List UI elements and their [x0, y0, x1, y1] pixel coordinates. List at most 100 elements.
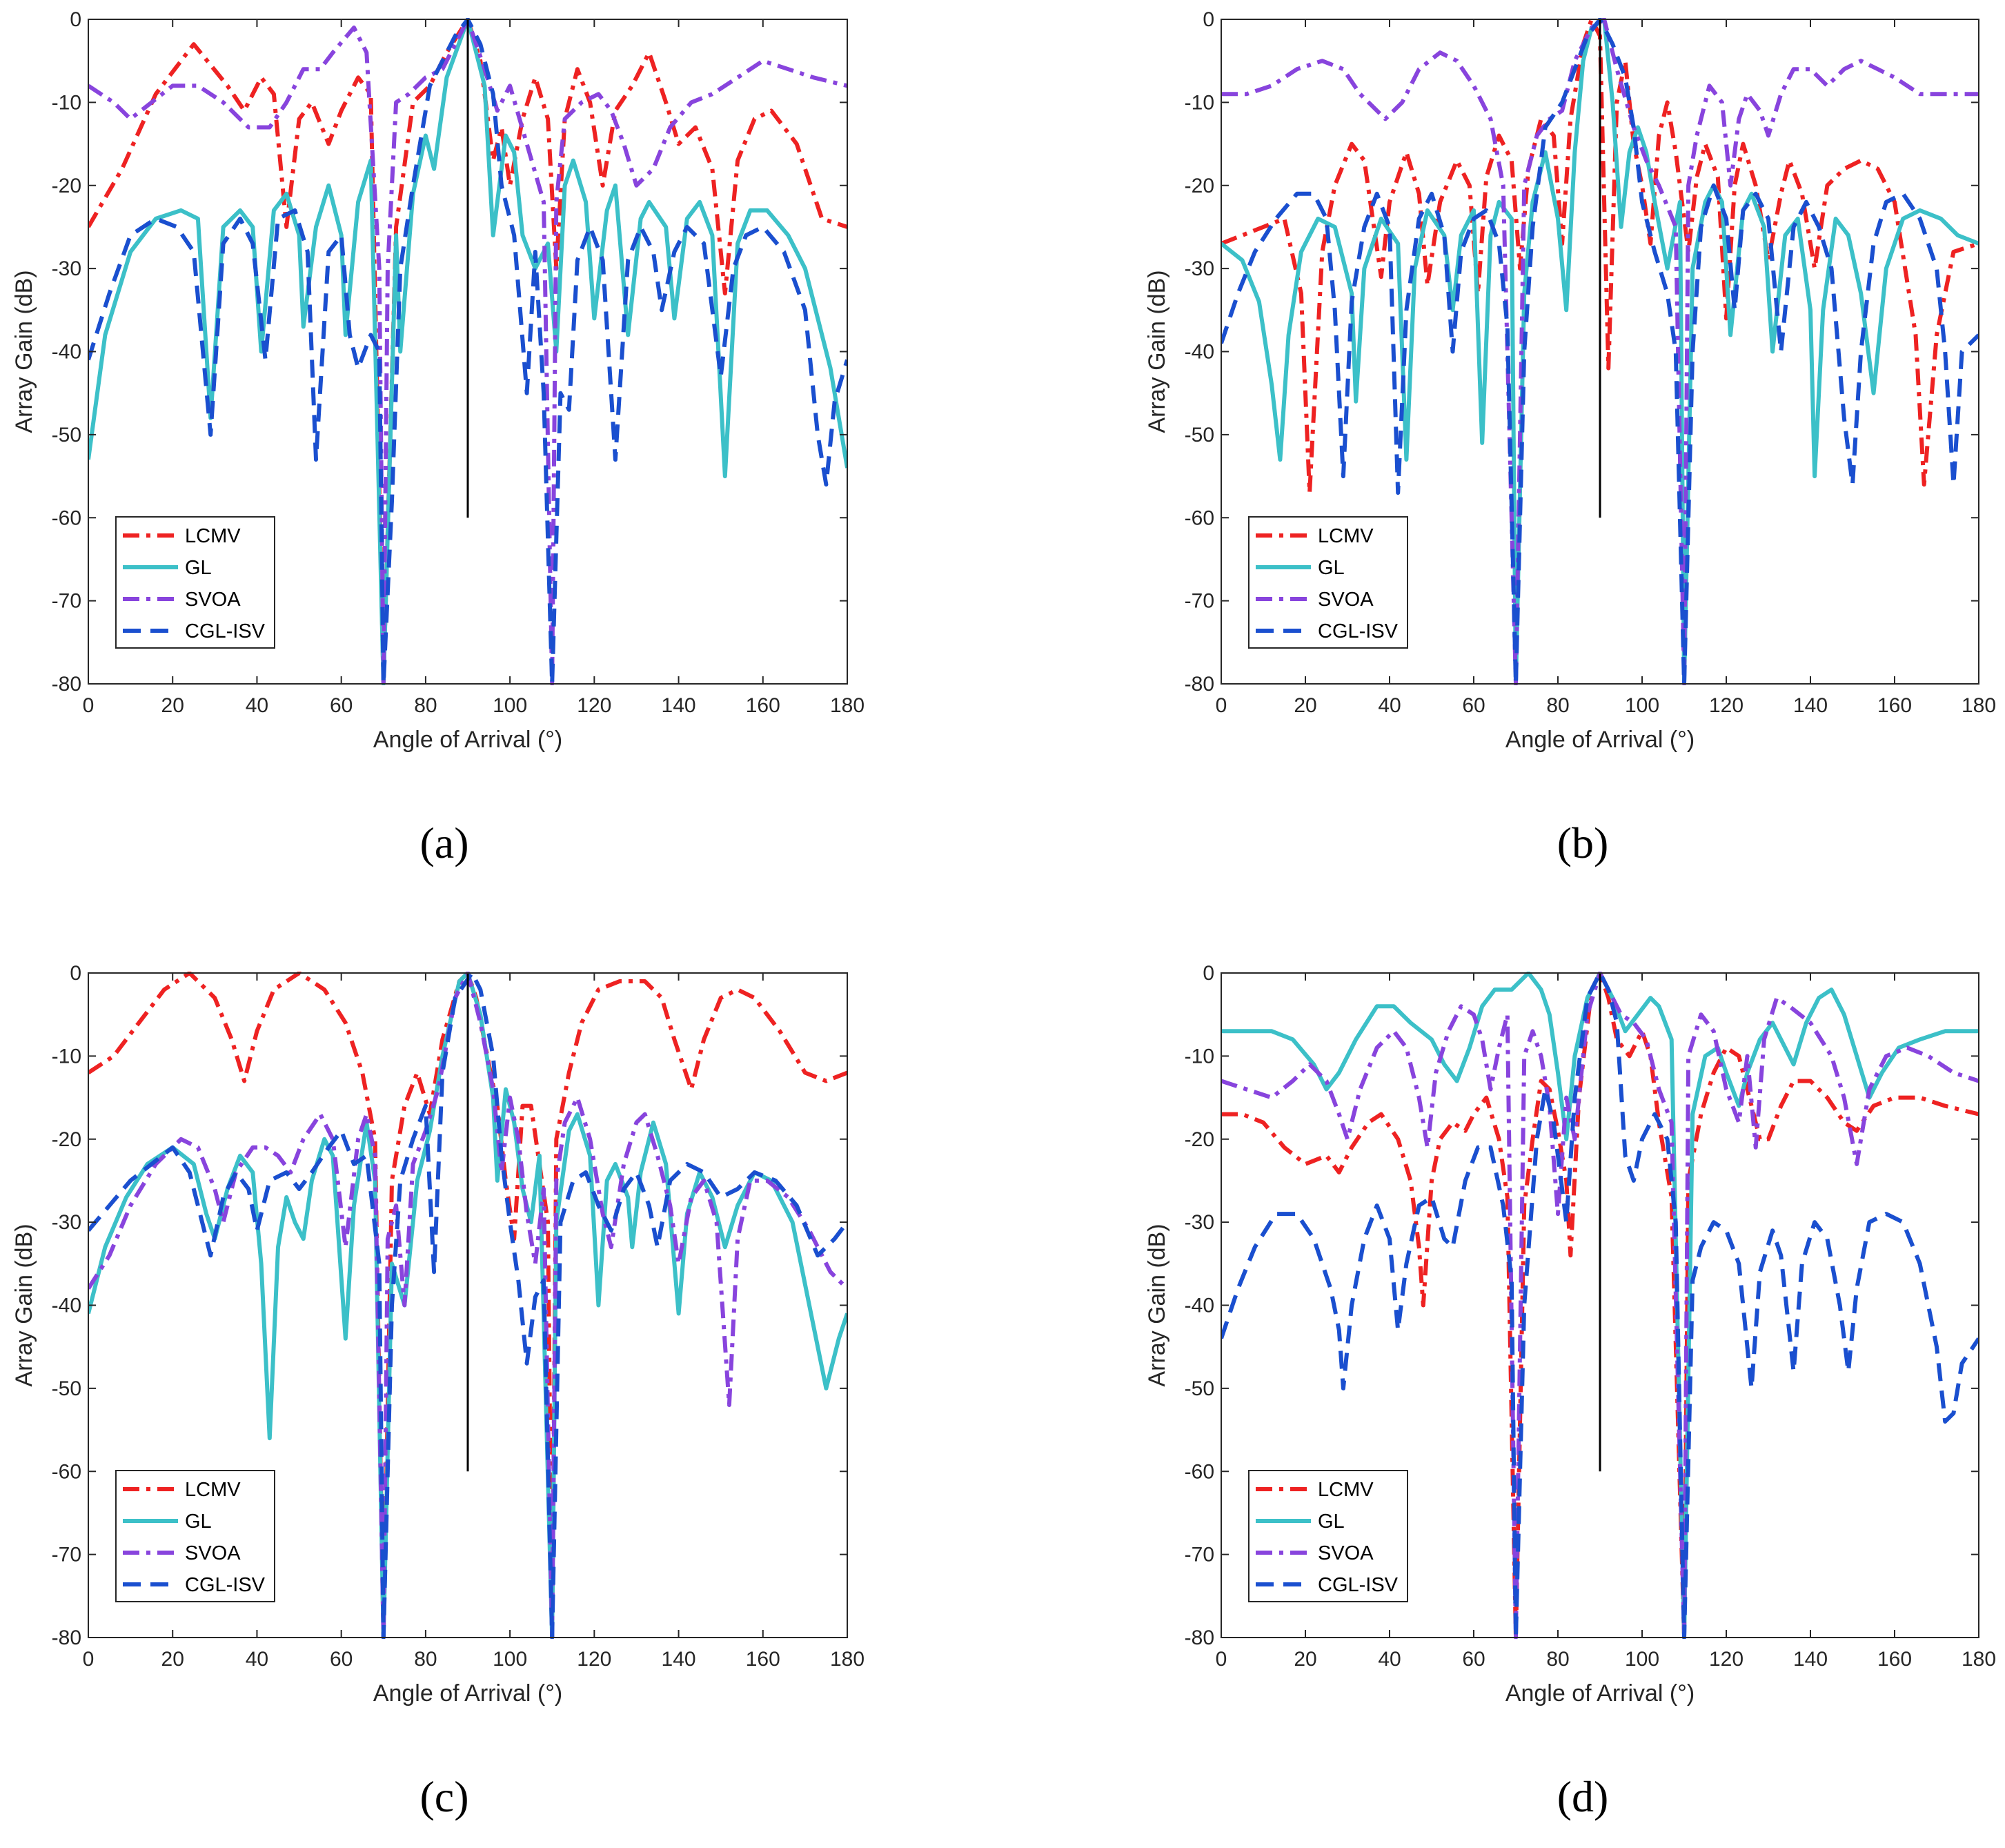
- x-axis-label: Angle of Arrival (°): [1505, 727, 1695, 753]
- y-axis-label: Array Gain (dB): [11, 270, 37, 433]
- x-tick-label: 140: [662, 694, 696, 717]
- series-group: [1221, 18, 1979, 685]
- series-line-cgl-isv: [88, 972, 847, 1639]
- x-tick-label: 140: [662, 1648, 696, 1671]
- legend: LCMV GL SVOA CGL-ISV: [1248, 516, 1408, 649]
- x-tick-label: 0: [1216, 694, 1227, 717]
- series-line-lcmv: [1221, 18, 1979, 495]
- y-tick-label: -10: [1185, 1045, 1214, 1068]
- x-tick-label: 20: [161, 1648, 184, 1671]
- series-line-svoa: [88, 18, 847, 685]
- y-tick-label: -60: [1185, 1460, 1214, 1483]
- y-tick-label: -50: [1185, 424, 1214, 446]
- y-tick-label: 0: [70, 962, 81, 985]
- series-group: [88, 972, 847, 1639]
- y-tick-label: -70: [52, 590, 81, 613]
- legend-label-cgl-isv: CGL-ISV: [1318, 1574, 1399, 1596]
- legend: LCMV GL SVOA CGL-ISV: [115, 1470, 275, 1602]
- legend-box: [115, 1470, 275, 1602]
- legend-label-lcmv: LCMV: [1318, 1479, 1374, 1501]
- x-tick-label: 120: [577, 694, 611, 717]
- series-line-cgl-isv: [1221, 18, 1979, 685]
- series-group: [88, 18, 847, 685]
- legend-label-gl: GL: [185, 1511, 212, 1533]
- legend-label-cgl-isv: CGL-ISV: [185, 620, 266, 642]
- series-line-cgl-isv: [88, 18, 847, 685]
- x-tick-label: 180: [830, 1648, 865, 1671]
- series-line-gl: [1221, 972, 1979, 1639]
- y-tick-label: -40: [1185, 341, 1214, 364]
- y-tick-label: 0: [70, 8, 81, 31]
- x-tick-label: 180: [1962, 694, 1996, 717]
- x-tick-label: 20: [161, 694, 184, 717]
- x-tick-label: 80: [414, 1648, 437, 1671]
- y-tick-label: -20: [52, 1128, 81, 1151]
- y-tick-label: -80: [1185, 1626, 1214, 1649]
- legend-label-cgl-isv: CGL-ISV: [1318, 620, 1399, 642]
- x-tick-label: 80: [1546, 694, 1569, 717]
- chart-panel-c: 0 20 40 60 80 100 120 140 160 180 0 -10 -20 -30 -40 -50…: [11, 962, 865, 1707]
- x-tick-label: 60: [330, 694, 353, 717]
- y-tick-label: 0: [1203, 8, 1214, 31]
- series-line-svoa: [88, 972, 847, 1639]
- x-tick-label: 20: [1294, 1648, 1316, 1671]
- legend: LCMV GL SVOA CGL-ISV: [115, 516, 275, 649]
- series-line-svoa: [1221, 972, 1979, 1639]
- x-tick-label: 140: [1793, 1648, 1828, 1671]
- panel-caption-b: (b): [1557, 818, 1609, 867]
- y-tick-label: -80: [52, 673, 81, 696]
- x-tick-label: 160: [746, 694, 780, 717]
- y-tick-label: -60: [52, 507, 81, 529]
- legend-label-lcmv: LCMV: [185, 1479, 241, 1501]
- x-tick-label: 20: [1294, 694, 1316, 717]
- y-axis-label: Array Gain (dB): [1144, 270, 1170, 433]
- y-axis-label: Array Gain (dB): [1144, 1223, 1170, 1386]
- legend-label-gl: GL: [1318, 1511, 1345, 1533]
- x-tick-label: 60: [330, 1648, 353, 1671]
- series-line-gl: [88, 18, 847, 685]
- x-tick-label: 160: [1877, 694, 1912, 717]
- x-tick-label: 100: [493, 1648, 527, 1671]
- panel-caption-a: (a): [419, 818, 469, 867]
- y-tick-label: -70: [1185, 590, 1214, 613]
- series-line-lcmv: [1221, 972, 1979, 1639]
- x-tick-label: 60: [1462, 694, 1485, 717]
- x-tick-label: 180: [830, 694, 865, 717]
- y-tick-label: -10: [1185, 91, 1214, 114]
- y-tick-label: -60: [1185, 507, 1214, 529]
- y-tick-label: -30: [1185, 257, 1214, 280]
- y-tick-label: -10: [52, 1045, 81, 1068]
- x-tick-label: 40: [1378, 694, 1401, 717]
- y-tick-label: -50: [52, 424, 81, 446]
- x-tick-label: 60: [1462, 1648, 1485, 1671]
- y-tick-label: -80: [52, 1626, 81, 1649]
- x-tick-label: 80: [414, 694, 437, 717]
- x-tick-label: 120: [1709, 694, 1744, 717]
- x-tick-label: 120: [577, 1648, 611, 1671]
- y-tick-label: -60: [52, 1460, 81, 1483]
- x-tick-label: 120: [1709, 1648, 1744, 1671]
- y-tick-label: -50: [52, 1377, 81, 1400]
- x-tick-label: 100: [1625, 1648, 1659, 1671]
- chart-panel-a: 0 20 40 60 80 100 120 140 160 180 0 -10 -20 -30 -40 -50…: [11, 8, 865, 753]
- x-tick-label: 180: [1962, 1648, 1996, 1671]
- x-axis-label: Angle of Arrival (°): [1505, 1680, 1695, 1707]
- panel-caption-d: (d): [1557, 1772, 1609, 1821]
- legend: LCMV GL SVOA CGL-ISV: [1248, 1470, 1408, 1602]
- series-line-cgl-isv: [1221, 972, 1979, 1639]
- x-tick-label: 160: [1877, 1648, 1912, 1671]
- legend-label-svoa: SVOA: [1318, 1542, 1374, 1564]
- chart-panel-d: 0 20 40 60 80 100 120 140 160 180 0 -10 -20 -30 -40 -50…: [1144, 962, 1996, 1707]
- x-tick-label: 140: [1793, 694, 1828, 717]
- y-tick-label: -20: [52, 175, 81, 197]
- y-tick-label: -40: [52, 341, 81, 364]
- legend-box: [1248, 1470, 1408, 1602]
- x-tick-label: 40: [246, 694, 268, 717]
- x-tick-label: 0: [83, 1648, 95, 1671]
- legend-label-svoa: SVOA: [185, 589, 241, 611]
- y-tick-label: -40: [1185, 1295, 1214, 1317]
- y-tick-label: -20: [1185, 175, 1214, 197]
- y-tick-label: -30: [52, 1211, 81, 1234]
- chart-panel-b: 0 20 40 60 80 100 120 140 160 180 0 -10 -20 -30 -40 -50…: [1144, 8, 1996, 753]
- legend-label-lcmv: LCMV: [185, 525, 241, 547]
